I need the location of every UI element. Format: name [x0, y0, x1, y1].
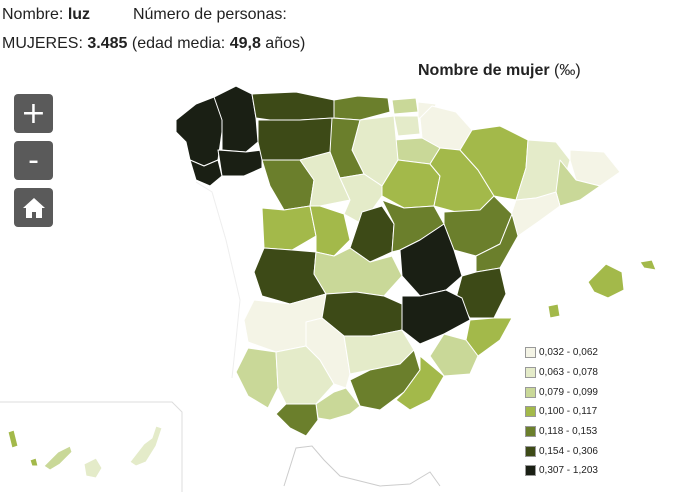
name-label: Nombre:: [2, 6, 64, 23]
women-line: MUJERES: 3.485 (edad media: 49,8 años): [2, 35, 305, 53]
region-huelva[interactable]: [235, 347, 279, 409]
legend-label: 0,063 - 0,078: [539, 367, 598, 379]
map-title-text: Nombre de mujer: [418, 62, 550, 79]
legend-item: 0,079 - 0,099: [525, 382, 598, 402]
legend-swatch: [525, 426, 536, 438]
region-almeria[interactable]: [395, 355, 445, 411]
region-alava[interactable]: [393, 115, 421, 137]
map-title: Nombre de mujer (‰): [418, 62, 581, 80]
map-title-unit: (‰): [554, 62, 581, 79]
portugal-outline: [195, 181, 241, 379]
legend-swatch: [525, 445, 536, 457]
region-ourense[interactable]: [217, 149, 263, 177]
region-murcia[interactable]: [429, 333, 479, 377]
region-menorca[interactable]: [639, 259, 657, 271]
age-open: (edad media:: [131, 35, 226, 52]
region-cadiz[interactable]: [275, 403, 319, 437]
women-value: 3.485: [87, 35, 128, 52]
region-tenerife[interactable]: [43, 445, 73, 471]
region-gran-canaria[interactable]: [83, 457, 103, 479]
region-vizcaya[interactable]: [391, 97, 419, 115]
region-valladolid[interactable]: [299, 151, 351, 207]
legend-item: 0,032 - 0,062: [525, 343, 598, 363]
legend-label: 0,079 - 0,099: [539, 386, 598, 398]
region-gomera[interactable]: [29, 457, 39, 467]
legend-label: 0,118 - 0,153: [539, 426, 598, 438]
legend-label: 0,100 - 0,117: [539, 406, 598, 418]
canarias-frame: [0, 401, 183, 492]
legend-swatch: [525, 347, 536, 359]
region-toledo[interactable]: [313, 247, 403, 297]
region-avila[interactable]: [309, 205, 351, 257]
legend-label: 0,032 - 0,062: [539, 347, 598, 359]
region-lanzarote-fuerteventura[interactable]: [129, 425, 163, 467]
legend-swatch: [525, 406, 536, 418]
age-close: años): [265, 35, 306, 52]
legend-swatch: [525, 465, 536, 477]
africa-outline: [283, 445, 441, 487]
women-label: MUJERES:: [2, 35, 83, 52]
name-line: Nombre: luz Número de personas:: [2, 6, 287, 24]
legend-item: 0,307 - 1,203: [525, 461, 598, 481]
legend-label: 0,154 - 0,306: [539, 445, 598, 457]
legend: 0,032 - 0,062 0,063 - 0,078 0,079 - 0,099 0…: [525, 343, 598, 481]
name-value: luz: [67, 6, 91, 23]
persons-label: Número de personas:: [132, 6, 287, 23]
legend-item: 0,063 - 0,078: [525, 363, 598, 383]
legend-item: 0,118 - 0,153: [525, 422, 598, 442]
region-coruna[interactable]: [175, 96, 225, 167]
region-asturias[interactable]: [251, 91, 335, 121]
legend-swatch: [525, 367, 536, 379]
age-value: 49,8: [229, 35, 261, 52]
region-albacete[interactable]: [401, 289, 471, 345]
home-icon: [22, 197, 45, 218]
region-la-palma[interactable]: [7, 429, 19, 449]
legend-item: 0,154 - 0,306: [525, 441, 598, 461]
zoom-in-button[interactable]: +: [14, 94, 53, 133]
region-cantabria[interactable]: [333, 95, 391, 121]
region-malaga[interactable]: [315, 387, 361, 421]
region-ibiza[interactable]: [547, 303, 561, 319]
home-button[interactable]: [14, 188, 53, 227]
region-salamanca[interactable]: [261, 205, 317, 251]
legend-swatch: [525, 386, 536, 398]
region-mallorca[interactable]: [587, 263, 625, 299]
region-leon[interactable]: [257, 117, 333, 161]
legend-item: 0,100 - 0,117: [525, 402, 598, 422]
legend-label: 0,307 - 1,203: [539, 465, 598, 477]
zoom-out-button[interactable]: -: [14, 141, 53, 180]
